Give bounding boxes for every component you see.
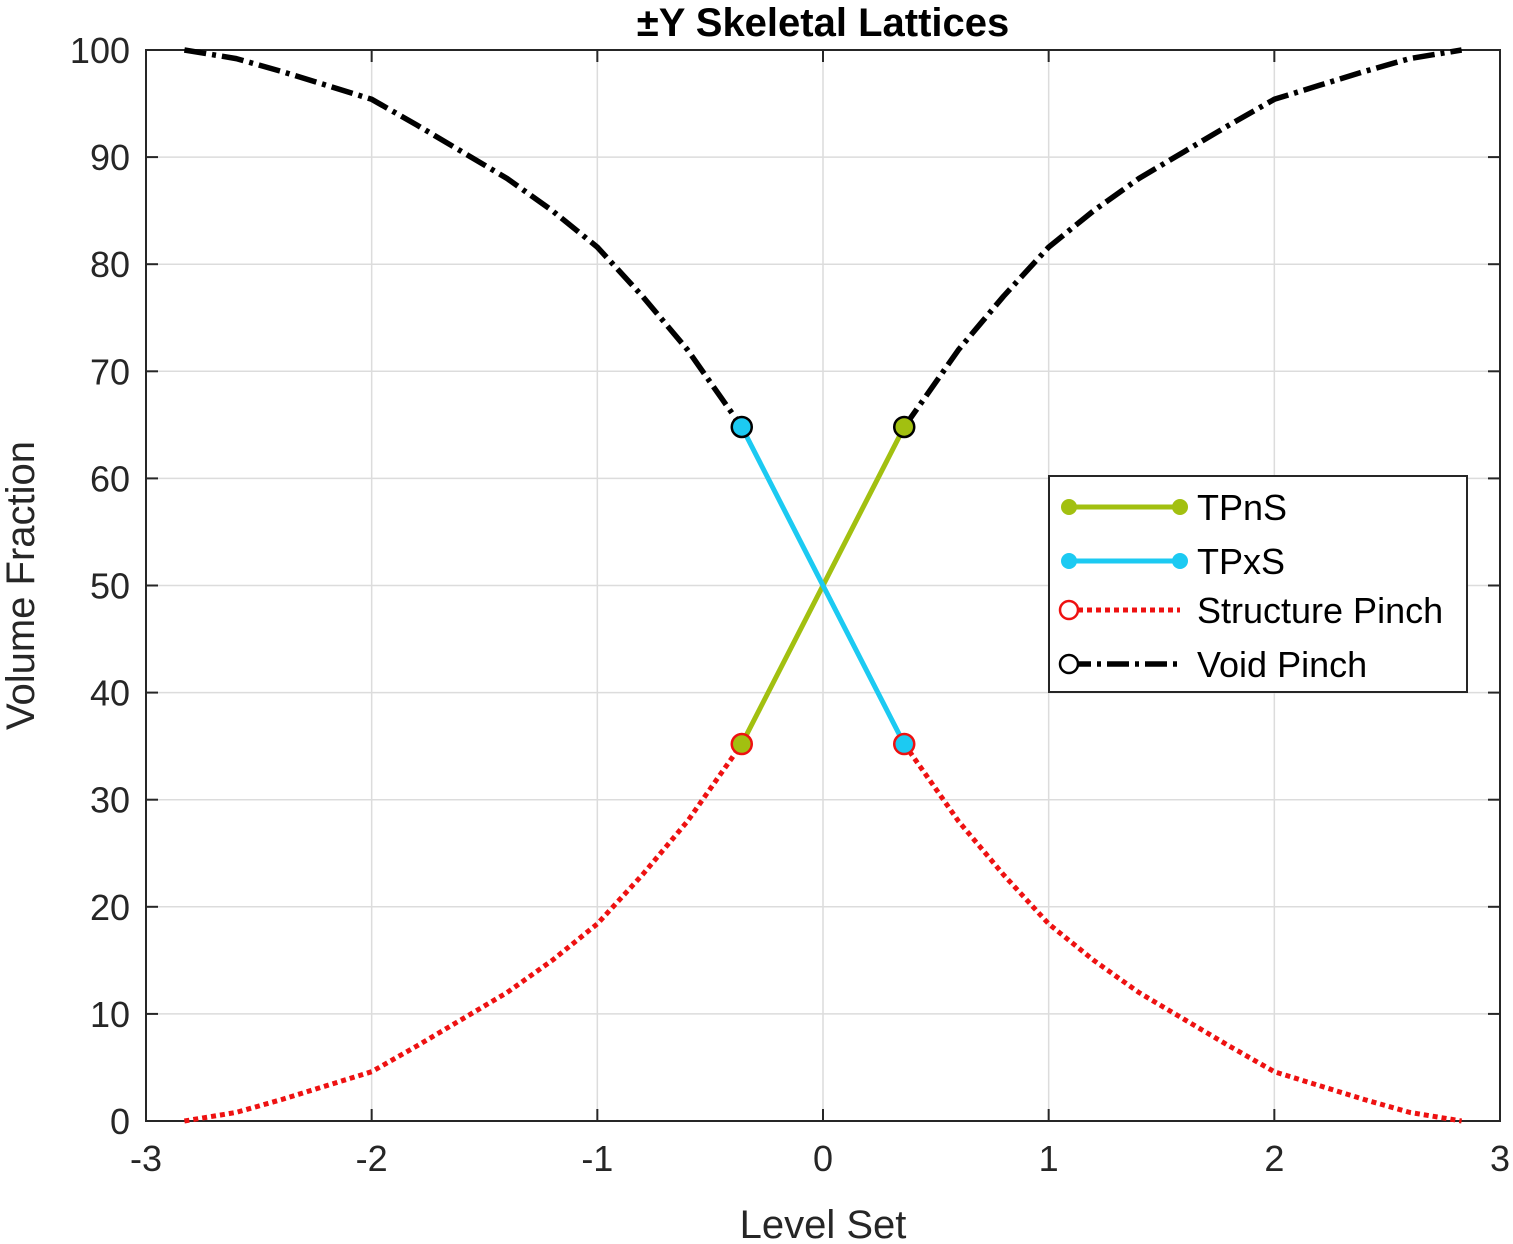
point-structure-pinch <box>892 732 916 756</box>
point-structure-pinch <box>730 732 754 756</box>
legend-label-structure-pinch: Structure Pinch <box>1197 590 1443 631</box>
legend-box <box>1048 475 1468 693</box>
series-line-structure-pinch <box>902 742 1463 1124</box>
y-tick-label: 100 <box>70 30 130 71</box>
legend-marker-tpxs <box>1061 553 1077 569</box>
y-tick-label: 80 <box>90 244 130 285</box>
x-tick-label: -2 <box>356 1138 388 1179</box>
series-line-void-pinch <box>901 47 1463 429</box>
x-tick-label: 1 <box>1039 1138 1059 1179</box>
point-void-pinch <box>892 415 916 439</box>
legend-label-void-pinch: Void Pinch <box>1197 644 1367 685</box>
y-tick-label: 10 <box>90 994 130 1035</box>
series-line-structure-pinch <box>183 742 744 1124</box>
tick-marks <box>145 49 1501 1122</box>
y-tick-label: 20 <box>90 887 130 928</box>
x-tick-label: 2 <box>1264 1138 1284 1179</box>
marker-layer <box>730 415 916 756</box>
legend-marker-structure-pinch <box>1058 599 1080 621</box>
point-void-pinch <box>730 415 754 439</box>
series-layer <box>183 47 1463 1124</box>
y-axis-label: Volume Fraction <box>0 441 43 730</box>
x-tick-label: -1 <box>581 1138 613 1179</box>
series-line-void-pinch <box>183 47 745 429</box>
legend: TPnS TPxS Structure Pinch Void Pinch <box>1048 475 1468 693</box>
y-tick-label: 60 <box>90 458 130 499</box>
x-tick-label: 0 <box>813 1138 833 1179</box>
x-axis-label: Level Set <box>740 1203 907 1244</box>
y-tick-label: 50 <box>90 566 130 607</box>
y-tick-label: 0 <box>110 1101 130 1142</box>
legend-marker-void-pinch <box>1058 653 1080 675</box>
y-tick-label: 90 <box>90 137 130 178</box>
legend-label-tpns: TPnS <box>1197 487 1287 528</box>
legend-label-tpxs: TPxS <box>1197 541 1285 582</box>
y-tick-label: 40 <box>90 673 130 714</box>
y-tick-label: 30 <box>90 780 130 821</box>
legend-marker-tpns <box>1172 499 1188 515</box>
x-tick-label: 3 <box>1490 1138 1510 1179</box>
y-tick-label: 70 <box>90 351 130 392</box>
x-tick-label: -3 <box>130 1138 162 1179</box>
legend-marker-tpns <box>1061 499 1077 515</box>
series-line-tpxs <box>739 424 907 747</box>
chart-title: ±Y Skeletal Lattices <box>637 1 1010 45</box>
legend-marker-tpxs <box>1172 553 1188 569</box>
